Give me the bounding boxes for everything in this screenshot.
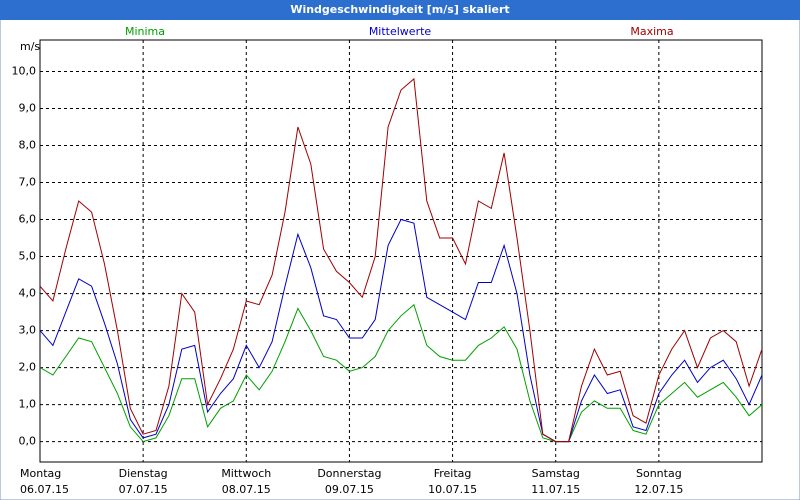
y-tick-label: 7,0	[19, 176, 37, 189]
series-line	[39, 77, 763, 443]
y-tick-label: 1,0	[19, 398, 37, 411]
x-tick-weekday: Sonntag	[636, 467, 682, 480]
y-tick-label: 2,0	[19, 361, 37, 374]
x-tick-weekday: Montag	[20, 467, 61, 480]
series-line	[39, 303, 763, 443]
y-unit: m/s	[20, 40, 40, 53]
y-tick-label: 10,0	[12, 64, 37, 77]
x-tick-label: 08.07.15	[222, 483, 271, 496]
y-tick-label: 4,0	[19, 287, 37, 300]
legend-label: Maxima	[630, 25, 673, 38]
y-tick-label: 5,0	[19, 250, 37, 263]
title-bar	[0, 0, 800, 20]
x-tick-label: 06.07.15	[20, 483, 69, 496]
legend-label: Mittelwerte	[369, 25, 432, 38]
y-tick-label: 8,0	[19, 139, 37, 152]
y-tick-label: 3,0	[19, 324, 37, 337]
x-tick-weekday: Dienstag	[119, 467, 168, 480]
plot-frame	[39, 39, 763, 463]
y-tick-label: 6,0	[19, 213, 37, 226]
series-line	[39, 218, 763, 443]
x-tick-label: 11.07.15	[531, 483, 580, 496]
x-tick-weekday: Samstag	[532, 467, 580, 480]
x-tick-weekday: Donnerstag	[317, 467, 381, 480]
x-tick-weekday: Freitag	[434, 467, 472, 480]
x-tick-label: 10.07.15	[428, 483, 477, 496]
y-tick-label: 0,0	[19, 435, 37, 448]
x-tick-label: 12.07.15	[634, 483, 683, 496]
y-tick-label: 9,0	[19, 101, 37, 114]
x-tick-label: 07.07.15	[119, 483, 168, 496]
x-tick-weekday: Mittwoch	[221, 467, 271, 480]
window-title: Windgeschwindigkeit [m/s] skaliert	[290, 3, 509, 16]
x-tick-label: 09.07.15	[325, 483, 374, 496]
legend-label: Minima	[125, 25, 165, 38]
